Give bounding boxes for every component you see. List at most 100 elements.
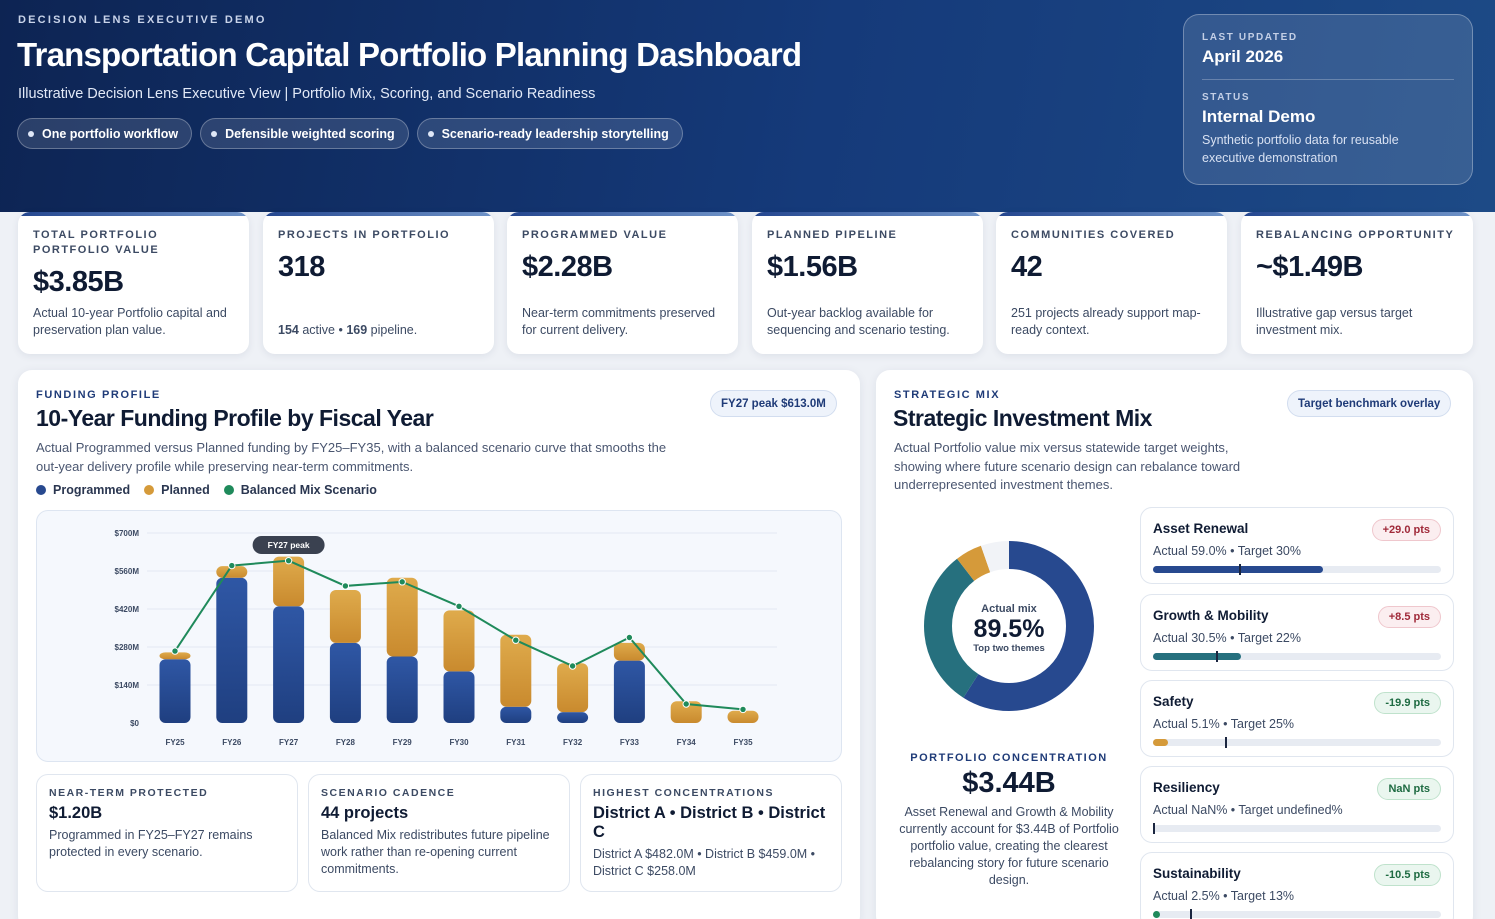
status-note: Synthetic portfolio data for reusable ex… [1202,133,1399,165]
legend-label: Planned [161,483,210,497]
pill-label: One portfolio workflow [42,126,179,141]
concentration-note: Asset Renewal and Growth & Mobility curr… [899,805,1119,887]
kpi-note: Near-term commitments preserved for curr… [522,306,716,337]
legend-programmed[interactable]: Programmed [36,483,130,497]
theme-name: Growth & Mobility [1153,608,1269,623]
theme-target-marker [1190,909,1193,919]
y-tick-label: $280M [115,643,140,652]
hero-header: DECISION LENS EXECUTIVE DEMO Transportat… [0,0,1495,212]
legend-label: Balanced Mix Scenario [240,483,377,497]
theme-sub: Actual 5.1% • Target 25% [1153,717,1295,731]
status-value: Internal Demo [1202,107,1316,126]
pill-scenario-storytelling[interactable]: Scenario-ready leadership storytelling [416,118,683,149]
scenario-cadence-card: SCENARIO CADENCE 44 projects Balanced Mi… [308,774,570,892]
y-tick-label: $700M [115,529,140,538]
kpi-planned-pipeline[interactable]: PLANNED PIPELINE $1.56B Out-year backlog… [752,212,983,354]
bullet-icon [28,130,34,137]
bar-planned [443,610,475,672]
kpi-note: Illustrative gap versus target investmen… [1256,306,1413,337]
scenario-point [341,582,350,590]
mix-eyebrow: STRATEGIC MIX [894,389,1001,401]
hero-eyebrow: DECISION LENS EXECUTIVE DEMO [18,14,267,26]
theme-delta-badge: -19.9 pts [1374,692,1441,714]
pill-portfolio-workflow[interactable]: One portfolio workflow [17,118,193,149]
chart-legend: Programmed Planned Balanced Mix Scenario [36,483,377,497]
legend-scenario[interactable]: Balanced Mix Scenario [223,483,377,497]
scenario-point [625,633,634,642]
mini-value: $1.20B [49,804,103,822]
status-label: STATUS [1202,92,1251,103]
kpi-note: 251 projects already support map-ready c… [1011,306,1201,337]
legend-swatch [144,485,155,495]
theme-name: Sustainability [1153,866,1241,881]
page-title: Transportation Capital Portfolio Plannin… [17,36,802,73]
theme-card-resiliency[interactable]: Resiliency Actual NaN% • Target undefine… [1140,766,1454,843]
bar-planned [500,634,532,707]
y-tick-label: $140M [115,681,140,690]
peak-badge[interactable]: FY27 peak $613.0M [710,390,837,417]
theme-card-growth-mobility[interactable]: Growth & Mobility Actual 30.5% • Target … [1140,594,1454,671]
mini-value: District A • District B • District C [593,804,826,841]
kpi-label: COMMUNITIES COVERED [1011,229,1176,241]
mini-note: Balanced Mix redistributes future pipeli… [321,828,550,876]
theme-name: Resiliency [1153,780,1220,795]
page-subtitle: Illustrative Decision Lens Executive Vie… [18,86,596,102]
bar-programmed [329,642,361,723]
last-updated-value: April 2026 [1202,47,1284,66]
bullet-icon [211,130,218,137]
status-card: LAST UPDATED April 2026 STATUS Internal … [1183,14,1473,185]
theme-track [1153,823,1441,834]
bar-planned [613,642,645,661]
pill-group: One portfolio workflow Defensible weight… [17,118,683,149]
bar-programmed [386,656,418,723]
kpi-label: PLANNED PIPELINE [767,229,898,241]
donut-label: Actual mix [981,603,1037,615]
kpi-communities[interactable]: COMMUNITIES COVERED 42 251 projects alre… [996,212,1227,354]
theme-track [1153,909,1441,919]
last-updated-label: LAST UPDATED [1202,32,1298,43]
donut-sub: Top two themes [973,643,1045,654]
kpi-projects[interactable]: PROJECTS IN PORTFOLIO 318 154 active • 1… [263,212,494,354]
kpi-total-value[interactable]: TOTAL PORTFOLIO PORTFOLIO VALUE $3.85B A… [18,212,249,354]
bar-programmed [500,706,532,723]
x-tick-label: FY25 [165,738,185,747]
scenario-point [682,700,690,708]
pill-weighted-scoring[interactable]: Defensible weighted scoring [200,118,409,149]
mini-note: Programmed in FY25–FY27 remains protecte… [49,828,253,859]
bar-programmed [273,606,305,723]
concentrations-card: HIGHEST CONCENTRATIONS District A • Dist… [580,774,842,892]
benchmark-badge[interactable]: Target benchmark overlay [1287,390,1452,417]
kpi-value: $1.56B [767,251,858,283]
theme-name: Safety [1153,694,1194,709]
theme-target-marker [1153,823,1155,834]
x-tick-label: FY27 [279,738,299,747]
mix-title: Strategic Investment Mix [893,405,1152,431]
theme-delta-badge: +29.0 pts [1371,519,1441,541]
theme-sub: Actual 59.0% • Target 30% [1153,544,1301,558]
bullet-icon [427,130,434,137]
theme-delta-badge: NaN pts [1377,778,1441,800]
theme-card-safety[interactable]: Safety Actual 5.1% • Target 25% -19.9 pt… [1140,680,1454,757]
mini-label: NEAR-TERM PROTECTED [49,787,209,799]
x-tick-label: FY31 [506,738,526,747]
funding-eyebrow: FUNDING PROFILE [36,389,161,401]
bar-planned [557,663,589,713]
theme-track [1153,651,1441,662]
funding-chart-svg: $0 $140M $280M $420M $560M $700M FY25 FY26 FY27 F… [115,529,777,747]
theme-sub: Actual 2.5% • Target 13% [1153,889,1295,903]
legend-planned[interactable]: Planned [144,483,210,497]
kpi-label: PROJECTS IN PORTFOLIO [278,229,451,241]
y-tick-label: $420M [115,605,140,614]
scenario-point [739,705,747,714]
x-tick-label: FY34 [677,738,697,747]
kpi-programmed-value[interactable]: PROGRAMMED VALUE $2.28B Near-term commit… [507,212,738,354]
x-tick-label: FY35 [733,738,753,747]
scenario-point [455,602,463,610]
theme-card-sustainability[interactable]: Sustainability Actual 2.5% • Target 13% … [1140,852,1454,919]
divider [1202,79,1454,80]
bar-planned [329,590,361,643]
scenario-point [284,556,293,565]
kpi-rebalancing[interactable]: REBALANCING OPPORTUNITY ~$1.49B Illustra… [1241,212,1473,354]
kpi-row: TOTAL PORTFOLIO PORTFOLIO VALUE $3.85B A… [18,212,1473,354]
theme-card-asset-renewal[interactable]: Asset Renewal Actual 59.0% • Target 30% … [1140,507,1454,584]
